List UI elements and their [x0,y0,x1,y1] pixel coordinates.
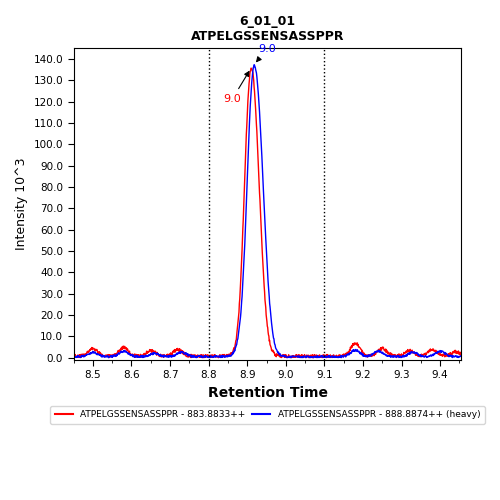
Title: 6_01_01
ATPELGSSENSASSPPR: 6_01_01 ATPELGSSENSASSPPR [191,15,344,43]
X-axis label: Retention Time: Retention Time [208,386,328,400]
Y-axis label: Intensity 10^3: Intensity 10^3 [15,158,28,250]
Text: 9.0: 9.0 [256,44,276,62]
Text: 9.0: 9.0 [224,72,249,104]
Legend: ATPELGSSENSASSPPR - 883.8833++, ATPELGSSENSASSPPR - 888.8874++ (heavy): ATPELGSSENSASSPPR - 883.8833++, ATPELGSS… [50,406,485,424]
